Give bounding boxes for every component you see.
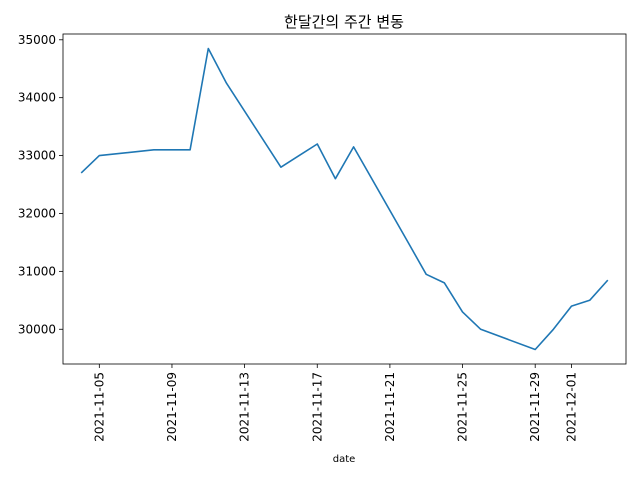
x-axis-label: date: [333, 454, 356, 465]
y-tick-label: 34000: [18, 91, 56, 105]
data-point: [98, 154, 101, 157]
x-tick-label: 2021-11-17: [310, 372, 324, 442]
data-point: [443, 281, 446, 284]
data-point: [80, 171, 83, 174]
data-point: [570, 305, 573, 308]
data-point: [225, 82, 228, 85]
y-axis: 30000 31000 32000 33000 34000 35000: [18, 33, 63, 336]
data-point: [406, 241, 409, 244]
x-tick-label: 2021-11-29: [528, 372, 542, 442]
x-tick-label: 2021-11-25: [456, 372, 470, 442]
data-point: [588, 299, 591, 302]
data-point: [207, 47, 210, 50]
data-point: [352, 145, 355, 148]
x-tick-label: 2021-11-09: [165, 372, 179, 442]
data-point: [461, 310, 464, 313]
data-point: [606, 278, 609, 281]
plot-area: [62, 33, 627, 365]
data-point: [170, 148, 173, 151]
series-line: [80, 47, 609, 351]
x-axis: 2021-11-05 2021-11-09 2021-11-13 2021-11-17…: [92, 364, 579, 442]
x-tick-label: 2021-11-05: [92, 372, 106, 442]
data-point: [297, 154, 300, 157]
y-tick-label: 35000: [18, 33, 56, 47]
y-tick-label: 32000: [18, 206, 56, 220]
data-point: [316, 142, 319, 145]
data-point: [479, 328, 482, 331]
data-point: [152, 148, 155, 151]
y-tick-label: 31000: [18, 264, 56, 278]
data-point: [552, 328, 555, 331]
data-point: [534, 348, 537, 351]
data-point: [189, 148, 192, 151]
chart-title: 한달간의 주간 변동: [284, 13, 404, 31]
data-point: [334, 177, 337, 180]
data-point: [279, 166, 282, 169]
y-tick-label: 30000: [18, 322, 56, 336]
y-tick-label: 33000: [18, 149, 56, 163]
plot-frame: [62, 33, 627, 365]
data-point: [425, 273, 428, 276]
x-tick-label: 2021-12-01: [565, 372, 579, 442]
series-group: [80, 47, 609, 351]
x-tick-label: 2021-11-21: [383, 372, 397, 442]
x-tick-label: 2021-11-13: [238, 372, 252, 442]
